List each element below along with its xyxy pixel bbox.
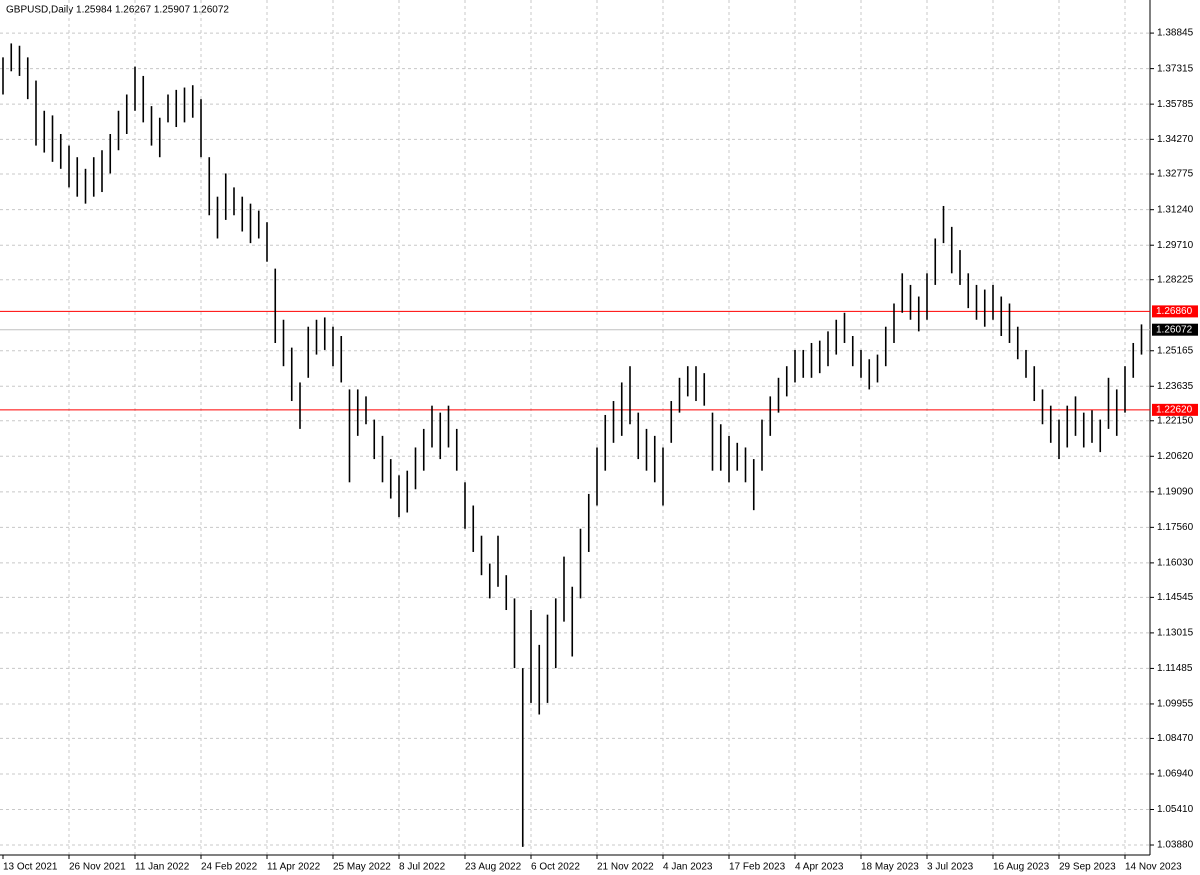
price-tag-label: 1.22620 xyxy=(1156,404,1193,415)
y-tick-label: 1.37315 xyxy=(1157,63,1194,74)
y-tick-label: 1.22150 xyxy=(1157,415,1194,426)
y-tick-label: 1.32775 xyxy=(1157,169,1194,180)
x-tick-label: 16 Aug 2023 xyxy=(993,862,1050,873)
y-tick-label: 1.05410 xyxy=(1157,804,1194,815)
x-tick-label: 29 Sep 2023 xyxy=(1059,862,1116,873)
y-tick-label: 1.29710 xyxy=(1157,240,1194,251)
x-tick-label: 4 Apr 2023 xyxy=(795,862,844,873)
x-tick-label: 21 Nov 2022 xyxy=(597,862,654,873)
y-tick-label: 1.19090 xyxy=(1157,486,1194,497)
x-tick-label: 17 Feb 2023 xyxy=(729,862,786,873)
x-tick-label: 8 Jul 2022 xyxy=(399,862,446,873)
y-tick-label: 1.20620 xyxy=(1157,451,1194,462)
y-tick-label: 1.35785 xyxy=(1157,99,1194,110)
y-tick-label: 1.28225 xyxy=(1157,274,1194,285)
y-tick-label: 1.34270 xyxy=(1157,134,1194,145)
x-tick-label: 3 Jul 2023 xyxy=(927,862,974,873)
x-tick-label: 14 Nov 2023 xyxy=(1125,862,1182,873)
y-tick-label: 1.25165 xyxy=(1157,345,1194,356)
y-tick-label: 1.17560 xyxy=(1157,522,1194,533)
y-tick-label: 1.14545 xyxy=(1157,592,1194,603)
x-tick-label: 11 Apr 2022 xyxy=(267,862,321,873)
y-tick-label: 1.06940 xyxy=(1157,769,1194,780)
price-tag xyxy=(1152,305,1198,318)
y-tick-label: 1.09955 xyxy=(1157,699,1194,710)
price-tag xyxy=(1152,323,1198,336)
y-tick-label: 1.23635 xyxy=(1157,381,1194,392)
chart-title: GBPUSD,Daily 1.25984 1.26267 1.25907 1.2… xyxy=(6,5,229,16)
x-tick-label: 23 Aug 2022 xyxy=(465,862,522,873)
x-tick-label: 24 Feb 2022 xyxy=(201,862,258,873)
x-tick-label: 11 Jan 2022 xyxy=(135,862,190,873)
y-tick-label: 1.31240 xyxy=(1157,204,1194,215)
y-tick-label: 1.38845 xyxy=(1157,28,1194,39)
y-tick-label: 1.08470 xyxy=(1157,733,1194,744)
x-tick-label: 18 May 2023 xyxy=(861,862,919,873)
y-tick-label: 1.11485 xyxy=(1157,663,1193,674)
y-tick-label: 1.13015 xyxy=(1157,628,1194,639)
x-tick-label: 13 Oct 2021 xyxy=(3,862,58,873)
price-tag xyxy=(1152,403,1198,416)
y-tick-label: 1.16030 xyxy=(1157,558,1194,569)
y-tick-label: 1.03880 xyxy=(1157,840,1194,851)
x-tick-label: 6 Oct 2022 xyxy=(531,862,580,873)
price-tag-label: 1.26860 xyxy=(1156,306,1193,317)
x-tick-label: 26 Nov 2021 xyxy=(69,862,126,873)
price-tag-label: 1.26072 xyxy=(1156,324,1193,335)
x-tick-label: 4 Jan 2023 xyxy=(663,862,713,873)
x-tick-label: 25 May 2022 xyxy=(333,862,391,873)
